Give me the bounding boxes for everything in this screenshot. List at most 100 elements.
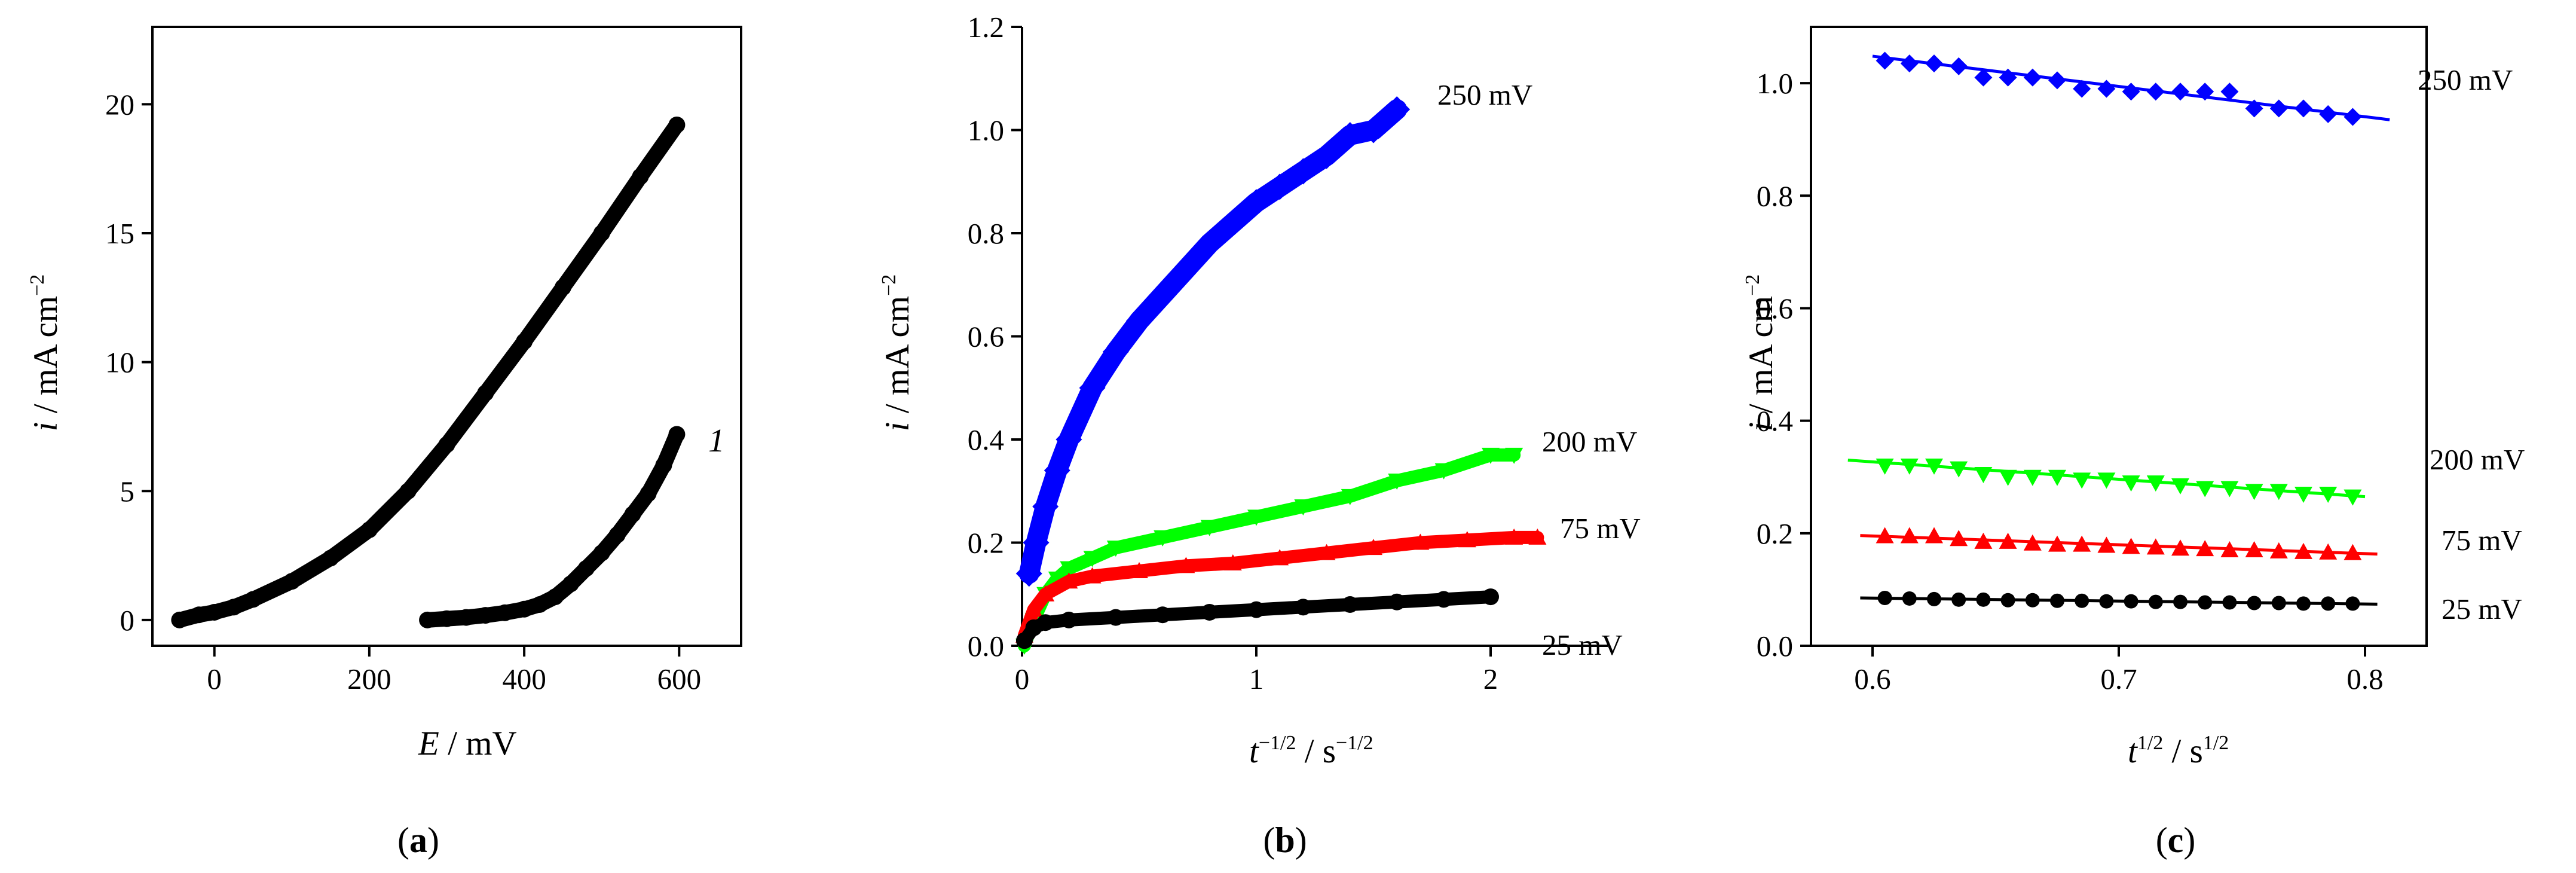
- data-point: [1925, 54, 1943, 73]
- data-point: [2222, 595, 2237, 610]
- data-point: [516, 333, 533, 350]
- data-point: [1341, 596, 1359, 613]
- data-point: [1900, 54, 1919, 73]
- data-point: [2023, 68, 2042, 87]
- data-point: [206, 603, 223, 621]
- data-point: [608, 526, 626, 544]
- data-point: [1974, 532, 1993, 549]
- data-point: [1999, 469, 2017, 486]
- data-point: [244, 591, 262, 608]
- data-point: [1200, 520, 1219, 536]
- series-label-c-75mv: 75 mV: [2442, 524, 2522, 557]
- data-point: [2245, 541, 2263, 558]
- data-point: [1126, 307, 1152, 334]
- y-tick-label: 0.4: [968, 423, 1004, 456]
- data-point: [1505, 447, 1523, 464]
- data-point: [2099, 594, 2114, 609]
- data-point: [419, 611, 436, 628]
- data-point: [1927, 591, 1941, 606]
- series-c-2: [1860, 527, 2378, 560]
- data-marks-a: [171, 116, 686, 628]
- fit-line: [1860, 534, 2378, 556]
- series-label-c-25mv: 25 mV: [2442, 593, 2522, 625]
- data-point: [2319, 486, 2338, 503]
- data-point: [1482, 588, 1499, 606]
- x-tick-label: 0: [1015, 663, 1030, 695]
- data-point: [2148, 594, 2163, 609]
- data-point: [668, 426, 686, 443]
- y-tick-label: 0.0: [968, 630, 1004, 663]
- data-point: [1024, 600, 1043, 617]
- data-point: [2122, 83, 2140, 101]
- y-tick-label: 1.0: [1757, 67, 1793, 100]
- data-point: [2173, 594, 2188, 609]
- panel-label-b: (b): [1263, 820, 1307, 860]
- x-tick-label: 0.6: [1854, 663, 1890, 695]
- y-tick-label: 0.8: [1757, 179, 1793, 212]
- data-point: [1023, 529, 1050, 556]
- data-point: [2271, 596, 2286, 611]
- data-point: [2146, 538, 2165, 555]
- data-point: [2247, 596, 2262, 611]
- data-point: [1201, 603, 1218, 621]
- x-tick-label: 0.8: [2346, 663, 2383, 695]
- data-point: [225, 599, 243, 616]
- data-point: [2196, 481, 2214, 497]
- y-tick-label: 1.0: [968, 114, 1004, 147]
- data-point: [2269, 99, 2288, 118]
- data-point: [2073, 472, 2091, 489]
- data-point: [1266, 173, 1293, 200]
- data-point: [1219, 209, 1246, 236]
- svg-text:i / mA cm−2: i / mA cm−2: [1742, 274, 1780, 432]
- data-point: [1876, 51, 1894, 70]
- data-point: [2171, 83, 2189, 101]
- y-tick-label: 0.2: [968, 527, 1004, 560]
- data-point: [1317, 544, 1336, 560]
- y-tick-label: 5: [120, 475, 135, 508]
- data-marks-b: [1015, 96, 1547, 655]
- plot-frame-a: [151, 26, 742, 647]
- data-point: [1974, 68, 1993, 87]
- data-point: [2296, 596, 2311, 611]
- x-tick-label: 0.7: [2100, 663, 2137, 695]
- data-point: [2075, 593, 2089, 608]
- series-c-0: [1872, 51, 2390, 126]
- data-point: [1243, 189, 1269, 216]
- data-point: [2171, 478, 2189, 495]
- data-point: [1877, 591, 1892, 606]
- data-point: [1999, 532, 2017, 549]
- y-tick-label: 1.2: [968, 11, 1004, 44]
- y-tick-label: 0.0: [1757, 630, 1793, 663]
- data-point: [1365, 539, 1382, 555]
- data-point: [1950, 530, 1968, 547]
- series-a-1: [171, 116, 686, 628]
- data-point: [2097, 472, 2116, 489]
- data-point: [1900, 458, 1919, 475]
- data-point: [1196, 230, 1223, 257]
- data-point: [2345, 596, 2360, 611]
- data-point: [1528, 528, 1547, 545]
- data-point: [1388, 474, 1406, 490]
- data-point: [2023, 469, 2042, 486]
- data-point: [1388, 593, 1406, 611]
- x-tick-label: 200: [347, 663, 391, 695]
- y-tick-label: 0.6: [968, 320, 1004, 353]
- data-point: [2025, 593, 2040, 608]
- tick-labels-c: 0.6 0.7 0.8 0.0 0.2 0.4 0.6 0.8 1.0: [1757, 67, 2384, 695]
- data-point: [2198, 595, 2213, 610]
- data-point: [1036, 585, 1055, 602]
- y-axis-label-a: i / mA cm−2: [26, 274, 65, 432]
- x-axis-label-b: t−1/2 / s−1/2: [1249, 732, 1373, 770]
- y-tick-label: 0.6: [1757, 292, 1793, 325]
- data-point: [2245, 99, 2263, 118]
- data-point: [1015, 560, 1042, 587]
- data-point: [593, 544, 610, 561]
- x-axis-label-a: E / mV: [418, 725, 517, 762]
- data-point: [1290, 158, 1317, 185]
- data-point: [1048, 571, 1066, 588]
- y-tick-label: 0.2: [1757, 517, 1793, 550]
- y-axis-label-b: i / mA cm−2: [878, 274, 916, 432]
- data-point: [1902, 591, 1917, 606]
- series-c-1: [1847, 458, 2366, 506]
